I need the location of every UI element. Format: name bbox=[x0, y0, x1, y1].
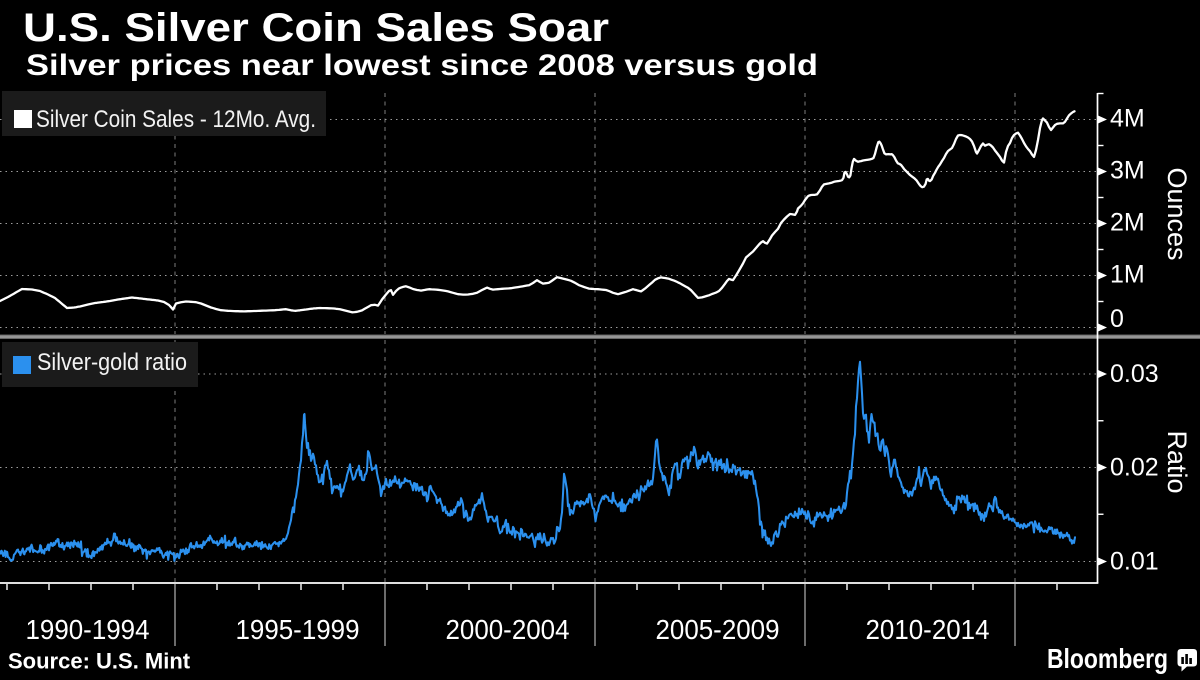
svg-text:Silver prices near lowest sinc: Silver prices near lowest since 2008 ver… bbox=[26, 49, 818, 82]
svg-text:2M: 2M bbox=[1110, 208, 1145, 236]
svg-text:Silver-gold ratio: Silver-gold ratio bbox=[37, 349, 187, 376]
svg-text:2010-2014: 2010-2014 bbox=[866, 614, 990, 645]
svg-text:1M: 1M bbox=[1110, 260, 1145, 288]
svg-text:3M: 3M bbox=[1110, 156, 1145, 184]
svg-text:Silver Coin Sales - 12Mo. Avg.: Silver Coin Sales - 12Mo. Avg. bbox=[36, 106, 316, 133]
svg-text:0.02: 0.02 bbox=[1110, 454, 1159, 482]
svg-text:1995-1999: 1995-1999 bbox=[236, 614, 360, 645]
svg-text:4M: 4M bbox=[1110, 104, 1145, 132]
svg-text:2005-2009: 2005-2009 bbox=[656, 614, 780, 645]
svg-text:Bloomberg: Bloomberg bbox=[1047, 643, 1168, 674]
svg-text:0: 0 bbox=[1110, 305, 1124, 333]
svg-text:1990-1994: 1990-1994 bbox=[26, 614, 150, 645]
svg-text:Source: U.S. Mint: Source: U.S. Mint bbox=[8, 649, 191, 674]
svg-text:U.S. Silver Coin Sales Soar: U.S. Silver Coin Sales Soar bbox=[23, 6, 609, 50]
svg-text:Ounces: Ounces bbox=[1162, 167, 1192, 260]
svg-text:2000-2004: 2000-2004 bbox=[446, 614, 570, 645]
svg-text:Ratio: Ratio bbox=[1162, 430, 1192, 493]
svg-text:0.03: 0.03 bbox=[1110, 360, 1159, 388]
svg-text:0.01: 0.01 bbox=[1110, 548, 1159, 576]
